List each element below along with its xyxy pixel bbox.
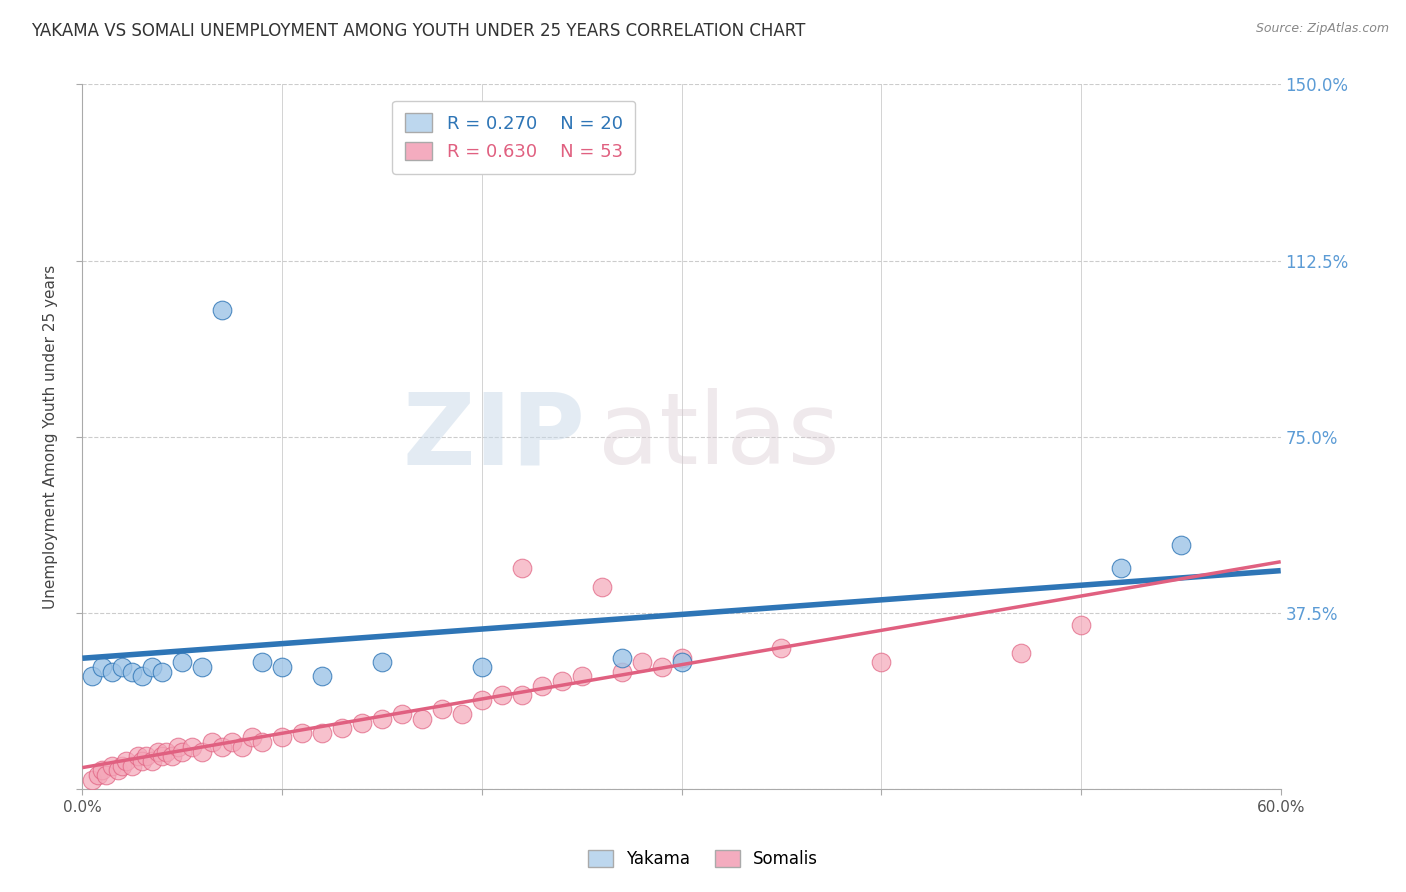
Point xyxy=(82,772,104,787)
Point xyxy=(91,764,114,778)
Point xyxy=(571,669,593,683)
Point xyxy=(101,665,124,679)
Point xyxy=(96,768,118,782)
Point xyxy=(87,768,110,782)
Point xyxy=(135,749,157,764)
Point xyxy=(471,693,494,707)
Point xyxy=(451,706,474,721)
Point xyxy=(350,716,373,731)
Point xyxy=(770,641,793,656)
Point xyxy=(1109,561,1132,575)
Point xyxy=(630,655,652,669)
Point xyxy=(111,660,134,674)
Point xyxy=(430,702,453,716)
Point xyxy=(155,745,177,759)
Point xyxy=(148,745,170,759)
Point xyxy=(391,706,413,721)
Point xyxy=(107,764,129,778)
Point xyxy=(671,650,693,665)
Point xyxy=(311,725,333,739)
Point xyxy=(610,650,633,665)
Point xyxy=(250,735,273,749)
Point xyxy=(371,712,394,726)
Point xyxy=(610,665,633,679)
Point xyxy=(651,660,673,674)
Point xyxy=(291,725,314,739)
Point xyxy=(141,754,163,768)
Point xyxy=(240,731,263,745)
Point xyxy=(101,758,124,772)
Point xyxy=(1010,646,1032,660)
Point xyxy=(311,669,333,683)
Point xyxy=(191,660,214,674)
Point xyxy=(1070,617,1092,632)
Point xyxy=(141,660,163,674)
Point xyxy=(162,749,184,764)
Point xyxy=(131,669,153,683)
Text: YAKAMA VS SOMALI UNEMPLOYMENT AMONG YOUTH UNDER 25 YEARS CORRELATION CHART: YAKAMA VS SOMALI UNEMPLOYMENT AMONG YOUT… xyxy=(31,22,806,40)
Y-axis label: Unemployment Among Youth under 25 years: Unemployment Among Youth under 25 years xyxy=(44,265,58,609)
Point xyxy=(167,739,190,754)
Point xyxy=(115,754,138,768)
Point xyxy=(150,749,173,764)
Text: Source: ZipAtlas.com: Source: ZipAtlas.com xyxy=(1256,22,1389,36)
Point xyxy=(471,660,494,674)
Point xyxy=(221,735,243,749)
Legend: R = 0.270    N = 20, R = 0.630    N = 53: R = 0.270 N = 20, R = 0.630 N = 53 xyxy=(392,101,636,174)
Point xyxy=(591,580,613,594)
Point xyxy=(551,674,574,689)
Point xyxy=(111,758,134,772)
Point xyxy=(127,749,149,764)
Point xyxy=(330,721,353,735)
Point xyxy=(371,655,394,669)
Point xyxy=(491,688,513,702)
Point xyxy=(172,745,194,759)
Point xyxy=(181,739,204,754)
Point xyxy=(870,655,893,669)
Point xyxy=(82,669,104,683)
Point xyxy=(510,561,533,575)
Point xyxy=(121,665,143,679)
Point xyxy=(211,739,233,754)
Point xyxy=(131,754,153,768)
Point xyxy=(150,665,173,679)
Point xyxy=(411,712,433,726)
Point xyxy=(671,655,693,669)
Point xyxy=(201,735,224,749)
Text: ZIP: ZIP xyxy=(404,388,586,485)
Point xyxy=(91,660,114,674)
Point xyxy=(271,731,294,745)
Point xyxy=(1170,538,1192,552)
Text: atlas: atlas xyxy=(598,388,839,485)
Legend: Yakama, Somalis: Yakama, Somalis xyxy=(581,843,825,875)
Point xyxy=(530,679,553,693)
Point xyxy=(172,655,194,669)
Point xyxy=(271,660,294,674)
Point xyxy=(250,655,273,669)
Point xyxy=(231,739,253,754)
Point xyxy=(191,745,214,759)
Point xyxy=(121,758,143,772)
Point xyxy=(510,688,533,702)
Point xyxy=(211,302,233,317)
